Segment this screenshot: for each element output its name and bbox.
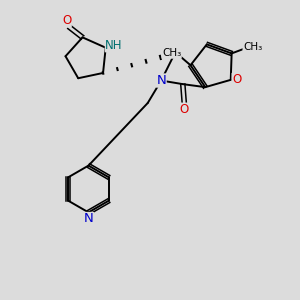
Text: O: O bbox=[62, 14, 71, 27]
Text: CH₃: CH₃ bbox=[243, 42, 262, 52]
Text: O: O bbox=[180, 103, 189, 116]
Text: N: N bbox=[156, 74, 166, 87]
Text: NH: NH bbox=[105, 39, 123, 52]
Text: CH₃: CH₃ bbox=[162, 48, 181, 58]
Text: N: N bbox=[84, 212, 93, 226]
Text: O: O bbox=[232, 74, 242, 86]
